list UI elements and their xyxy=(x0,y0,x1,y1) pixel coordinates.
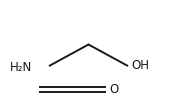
Text: OH: OH xyxy=(131,59,149,72)
Text: H₂N: H₂N xyxy=(10,61,32,74)
Text: O: O xyxy=(110,83,119,96)
